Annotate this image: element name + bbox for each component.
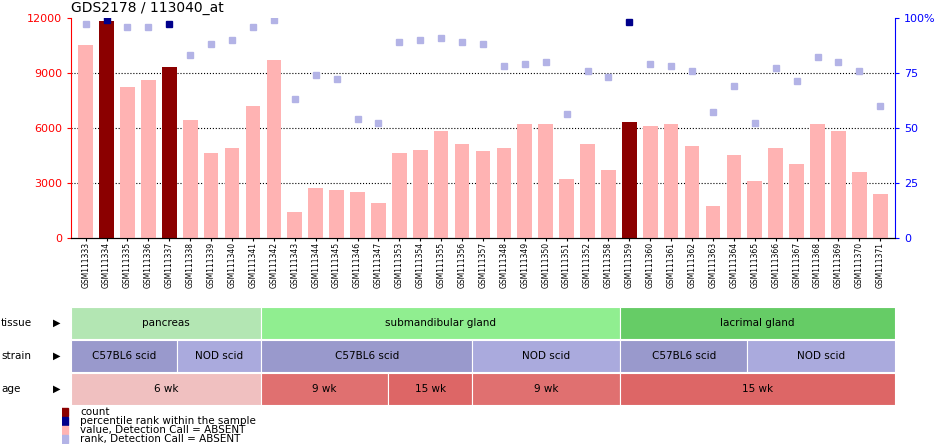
Bar: [71, 307, 261, 339]
Bar: [309, 188, 323, 238]
Bar: [177, 340, 261, 372]
Bar: [685, 146, 700, 238]
Text: count: count: [80, 407, 110, 417]
Bar: [266, 60, 281, 238]
Text: rank, Detection Call = ABSENT: rank, Detection Call = ABSENT: [80, 434, 241, 444]
Bar: [706, 206, 721, 238]
Text: 9 wk: 9 wk: [313, 384, 337, 394]
Bar: [620, 373, 895, 405]
Text: submandibular gland: submandibular gland: [385, 318, 496, 328]
Bar: [413, 150, 427, 238]
Text: C57BL6 scid: C57BL6 scid: [334, 351, 399, 361]
Text: NOD scid: NOD scid: [195, 351, 243, 361]
Bar: [473, 340, 620, 372]
Bar: [873, 194, 887, 238]
Bar: [79, 45, 93, 238]
Bar: [434, 131, 449, 238]
Bar: [620, 307, 895, 339]
Bar: [747, 340, 895, 372]
Text: strain: strain: [1, 351, 31, 361]
Bar: [71, 340, 177, 372]
Bar: [261, 307, 620, 339]
Text: 15 wk: 15 wk: [742, 384, 773, 394]
Text: C57BL6 scid: C57BL6 scid: [92, 351, 156, 361]
Bar: [475, 151, 491, 238]
Text: percentile rank within the sample: percentile rank within the sample: [80, 416, 257, 426]
Bar: [789, 164, 804, 238]
Bar: [183, 120, 198, 238]
Bar: [831, 131, 846, 238]
Bar: [560, 179, 574, 238]
Text: ▶: ▶: [53, 318, 61, 328]
Bar: [330, 190, 344, 238]
Bar: [99, 21, 114, 238]
Text: 9 wk: 9 wk: [534, 384, 559, 394]
Text: NOD scid: NOD scid: [797, 351, 845, 361]
Bar: [261, 373, 388, 405]
Bar: [120, 87, 134, 238]
Bar: [162, 67, 177, 238]
Bar: [664, 124, 678, 238]
Text: tissue: tissue: [1, 318, 32, 328]
Bar: [455, 144, 470, 238]
Bar: [388, 373, 473, 405]
Bar: [622, 122, 636, 238]
Bar: [204, 153, 219, 238]
Bar: [473, 373, 620, 405]
Bar: [747, 181, 762, 238]
Bar: [245, 106, 260, 238]
Text: lacrimal gland: lacrimal gland: [721, 318, 795, 328]
Text: age: age: [1, 384, 20, 394]
Bar: [811, 124, 825, 238]
Bar: [539, 124, 553, 238]
Bar: [141, 80, 155, 238]
Bar: [852, 172, 867, 238]
Bar: [261, 340, 473, 372]
Bar: [71, 373, 261, 405]
Text: GDS2178 / 113040_at: GDS2178 / 113040_at: [71, 0, 223, 15]
Bar: [768, 148, 783, 238]
Bar: [350, 192, 365, 238]
Bar: [496, 148, 511, 238]
Bar: [620, 340, 747, 372]
Text: ▶: ▶: [53, 351, 61, 361]
Bar: [288, 212, 302, 238]
Bar: [392, 153, 406, 238]
Bar: [517, 124, 532, 238]
Bar: [581, 144, 595, 238]
Text: 15 wk: 15 wk: [415, 384, 446, 394]
Text: value, Detection Call = ABSENT: value, Detection Call = ABSENT: [80, 425, 246, 435]
Bar: [224, 148, 240, 238]
Text: pancreas: pancreas: [142, 318, 190, 328]
Text: NOD scid: NOD scid: [523, 351, 570, 361]
Text: 6 wk: 6 wk: [153, 384, 178, 394]
Bar: [726, 155, 742, 238]
Text: C57BL6 scid: C57BL6 scid: [652, 351, 716, 361]
Text: ▶: ▶: [53, 384, 61, 394]
Bar: [601, 170, 616, 238]
Bar: [371, 203, 385, 238]
Bar: [643, 126, 657, 238]
